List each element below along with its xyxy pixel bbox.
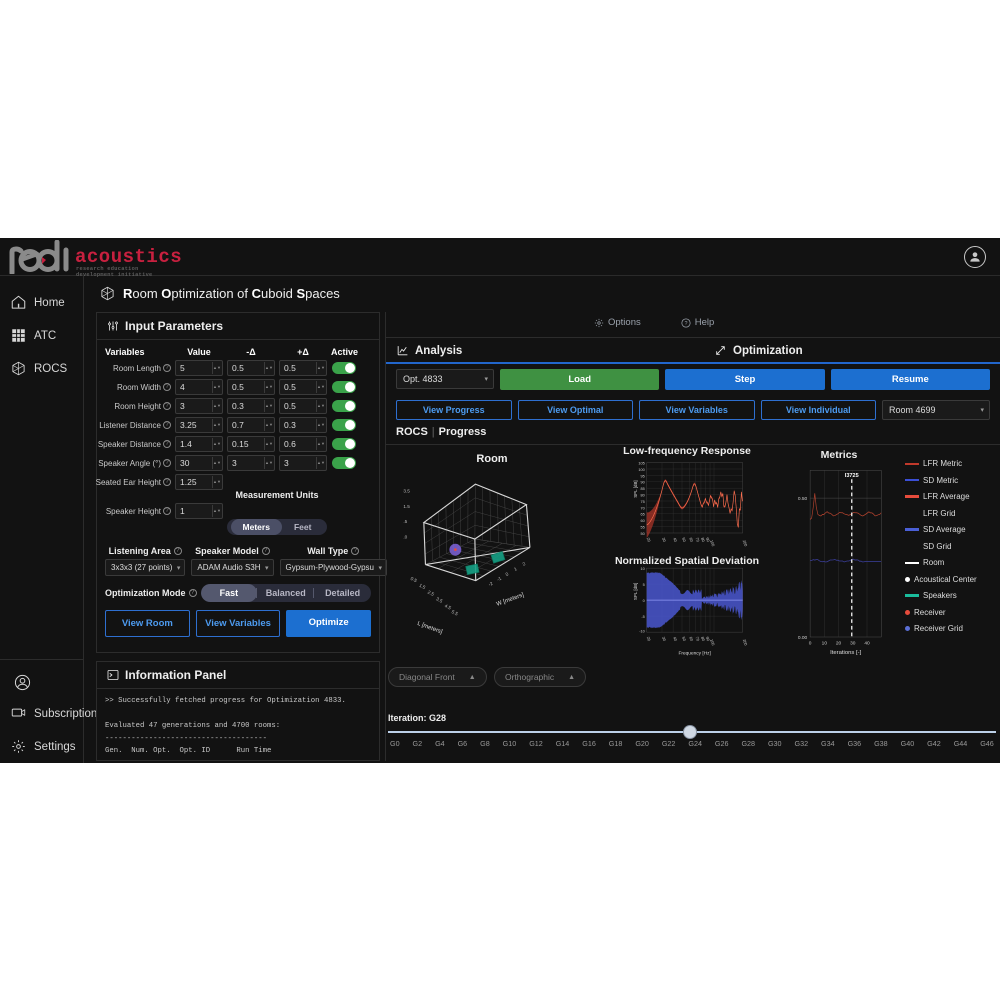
svg-text:65: 65 <box>640 513 644 517</box>
svg-text:3.5: 3.5 <box>435 596 443 604</box>
svg-text:-5: -5 <box>641 615 644 619</box>
svg-text:0.00: 0.00 <box>798 635 808 641</box>
svg-text:-1: -1 <box>496 576 502 583</box>
svg-text:95: 95 <box>640 474 644 478</box>
svg-text:40: 40 <box>672 537 677 542</box>
svg-text:1.5: 1.5 <box>403 504 410 509</box>
svg-text:1: 1 <box>513 566 518 572</box>
svg-text:-10: -10 <box>639 630 645 634</box>
svg-text:80: 80 <box>640 494 644 498</box>
svg-text:30: 30 <box>850 640 856 646</box>
svg-text:SPL [dB]: SPL [dB] <box>633 480 638 497</box>
svg-text:2.5: 2.5 <box>427 590 435 598</box>
svg-text:I3725: I3725 <box>845 473 859 479</box>
svg-text:75: 75 <box>640 500 644 504</box>
svg-text:2: 2 <box>522 561 527 567</box>
svg-text:3.5: 3.5 <box>403 489 410 494</box>
svg-text:0: 0 <box>809 640 812 646</box>
svg-text:5.5: 5.5 <box>451 609 459 617</box>
svg-text:30: 30 <box>661 636 666 641</box>
svg-text:55: 55 <box>640 526 644 530</box>
svg-text:-2: -2 <box>488 581 494 588</box>
svg-text:4.5: 4.5 <box>444 603 452 611</box>
svg-text:100: 100 <box>709 540 715 547</box>
svg-text:200: 200 <box>742 540 748 547</box>
svg-text:60: 60 <box>640 519 644 523</box>
svg-text:L [meters]: L [meters] <box>416 621 443 636</box>
svg-text:20: 20 <box>646 636 651 641</box>
svg-text:20: 20 <box>646 537 651 542</box>
svg-text:.5: .5 <box>403 519 407 524</box>
svg-text:50: 50 <box>681 636 686 641</box>
svg-text:85: 85 <box>640 487 644 491</box>
svg-text:70: 70 <box>640 506 644 510</box>
svg-text:80: 80 <box>700 537 705 542</box>
svg-text:5: 5 <box>643 583 645 587</box>
svg-text:Iterations [-]: Iterations [-] <box>830 650 862 656</box>
svg-text:10: 10 <box>640 567 644 571</box>
svg-text:0.5: 0.5 <box>410 576 418 584</box>
svg-text:0.50: 0.50 <box>798 496 808 502</box>
svg-text:0: 0 <box>505 571 510 577</box>
svg-text:Frequency [Hz]: Frequency [Hz] <box>678 651 710 657</box>
svg-text:60: 60 <box>688 537 693 542</box>
svg-text:W [meters]: W [meters] <box>496 592 525 608</box>
svg-text:70: 70 <box>695 537 700 542</box>
svg-text:105: 105 <box>638 462 644 466</box>
svg-text:0: 0 <box>643 599 645 603</box>
svg-text:10: 10 <box>822 640 828 646</box>
svg-text:50: 50 <box>681 537 686 542</box>
svg-text:100: 100 <box>638 468 644 472</box>
svg-text:90: 90 <box>705 537 710 542</box>
svg-text:?: ? <box>684 321 687 327</box>
svg-text:SPL [dB]: SPL [dB] <box>633 583 638 600</box>
svg-text:50: 50 <box>640 532 644 536</box>
svg-text:80: 80 <box>700 636 705 641</box>
svg-text:60: 60 <box>688 636 693 641</box>
svg-text:90: 90 <box>640 481 644 485</box>
svg-text:90: 90 <box>705 636 710 641</box>
svg-text:100: 100 <box>709 639 715 646</box>
svg-text:30: 30 <box>661 537 666 542</box>
svg-text:40: 40 <box>672 636 677 641</box>
svg-text:1.5: 1.5 <box>418 583 426 591</box>
svg-text:.0: .0 <box>403 535 407 540</box>
svg-text:70: 70 <box>695 636 700 641</box>
svg-text:200: 200 <box>742 639 748 646</box>
svg-text:40: 40 <box>864 640 870 646</box>
svg-text:20: 20 <box>836 640 842 646</box>
